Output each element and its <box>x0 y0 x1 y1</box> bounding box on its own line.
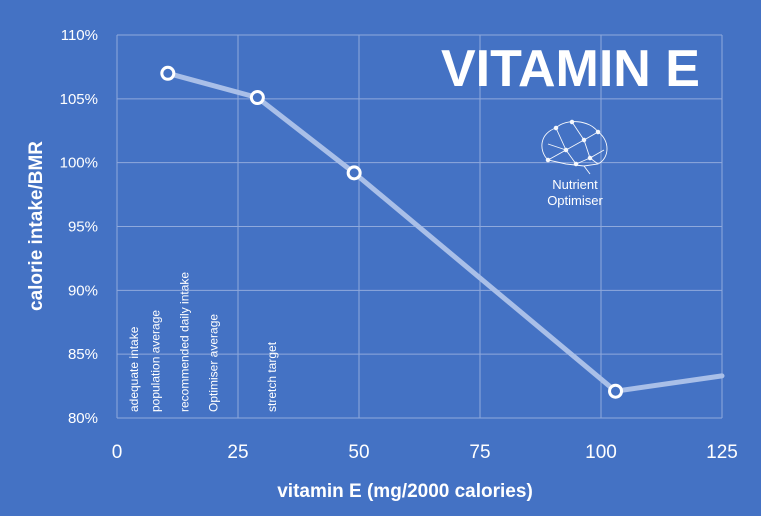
data-point-1 <box>249 90 265 106</box>
brain-network-icon <box>541 119 608 175</box>
reference-label-1: population average <box>149 310 163 412</box>
y-tick-label-5: 105% <box>60 91 98 108</box>
logo-text-line1: Nutrient <box>552 177 598 192</box>
x-tick-label-3: 75 <box>469 442 490 463</box>
y-tick-label-4: 100% <box>60 155 98 172</box>
x-tick-label-2: 50 <box>348 442 369 463</box>
nutrient-optimiser-logo: Nutrient Optimiser <box>541 119 608 208</box>
data-point-3 <box>608 383 624 399</box>
reference-label-4: stretch target <box>265 341 279 412</box>
x-axis-title: vitamin E (mg/2000 calories) <box>277 481 533 502</box>
logo-text-line2: Optimiser <box>547 193 603 208</box>
x-tick-label-4: 100 <box>585 442 617 463</box>
x-axis-ticks: 0 25 50 75 100 125 <box>112 442 738 463</box>
y-tick-label-3: 95% <box>68 219 98 236</box>
data-point-0 <box>160 65 176 81</box>
reference-label-2: recommended daily intake <box>178 272 192 412</box>
y-axis-ticks: 80% 85% 90% 95% 100% 105% 110% <box>60 27 98 427</box>
chart-title: VITAMIN E <box>441 40 700 98</box>
series-line <box>165 70 725 394</box>
x-tick-label-5: 125 <box>706 442 738 463</box>
y-tick-label-2: 90% <box>68 282 98 299</box>
y-axis-title: calorie intake/BMR <box>26 141 47 311</box>
series-markers <box>160 65 624 399</box>
grid-layer <box>116 34 723 419</box>
x-tick-label-0: 0 <box>112 442 123 463</box>
reference-labels: adequate intake population average recomme… <box>127 272 279 412</box>
x-tick-label-1: 25 <box>227 442 248 463</box>
y-tick-label-1: 85% <box>68 346 98 363</box>
reference-label-0: adequate intake <box>127 326 141 412</box>
y-tick-label-6: 110% <box>61 27 98 44</box>
reference-label-3: Optimiser average <box>207 314 221 412</box>
data-point-2 <box>346 165 362 181</box>
y-tick-label-0: 80% <box>68 410 98 427</box>
